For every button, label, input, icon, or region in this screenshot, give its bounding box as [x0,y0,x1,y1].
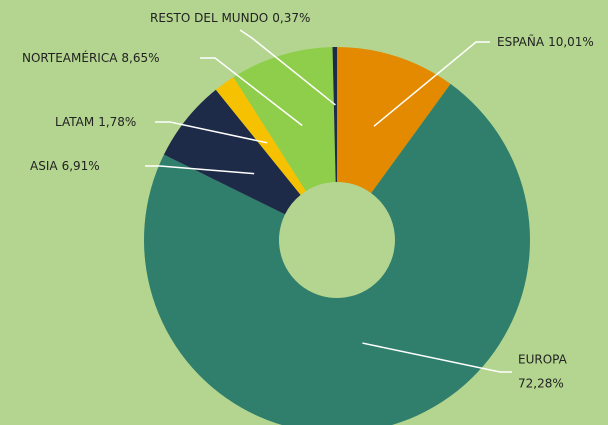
slice [337,47,451,194]
leader-line [362,342,512,373]
data-label-name: RESTO DEL MUNDO [150,11,268,25]
leader-line [200,57,303,127]
data-label: RESTO DEL MUNDO 0,37% [150,11,310,25]
leader-line [239,29,336,106]
data-label-value: 10,01% [548,35,594,49]
data-label: ASIA 6,91% [30,159,100,173]
data-label-name: LATAM [55,115,94,129]
slice [215,77,306,195]
leader-line [373,41,490,127]
data-label-name: EUROPA [518,353,568,367]
slice [163,89,301,215]
data-label-value: 8,65% [121,51,159,65]
data-label-name: ASIA [30,159,58,173]
slice [144,83,530,425]
slice [233,47,336,192]
leader-line [155,121,268,144]
data-label-name: NORTEAMÉRICA [22,50,118,65]
data-label: LATAM 1,78% [55,115,136,129]
data-label-name: ESPAÑA [497,34,545,49]
slice [332,47,337,183]
data-label-value: 6,91% [62,159,100,173]
data-label-value: 1,78% [98,115,136,129]
data-label: NORTEAMÉRICA 8,65% [22,50,160,65]
data-label-value: 0,37% [272,11,310,25]
leader-line [145,165,255,175]
data-label-value: 72,28% [518,377,564,391]
data-label: ESPAÑA 10,01% [497,34,594,49]
